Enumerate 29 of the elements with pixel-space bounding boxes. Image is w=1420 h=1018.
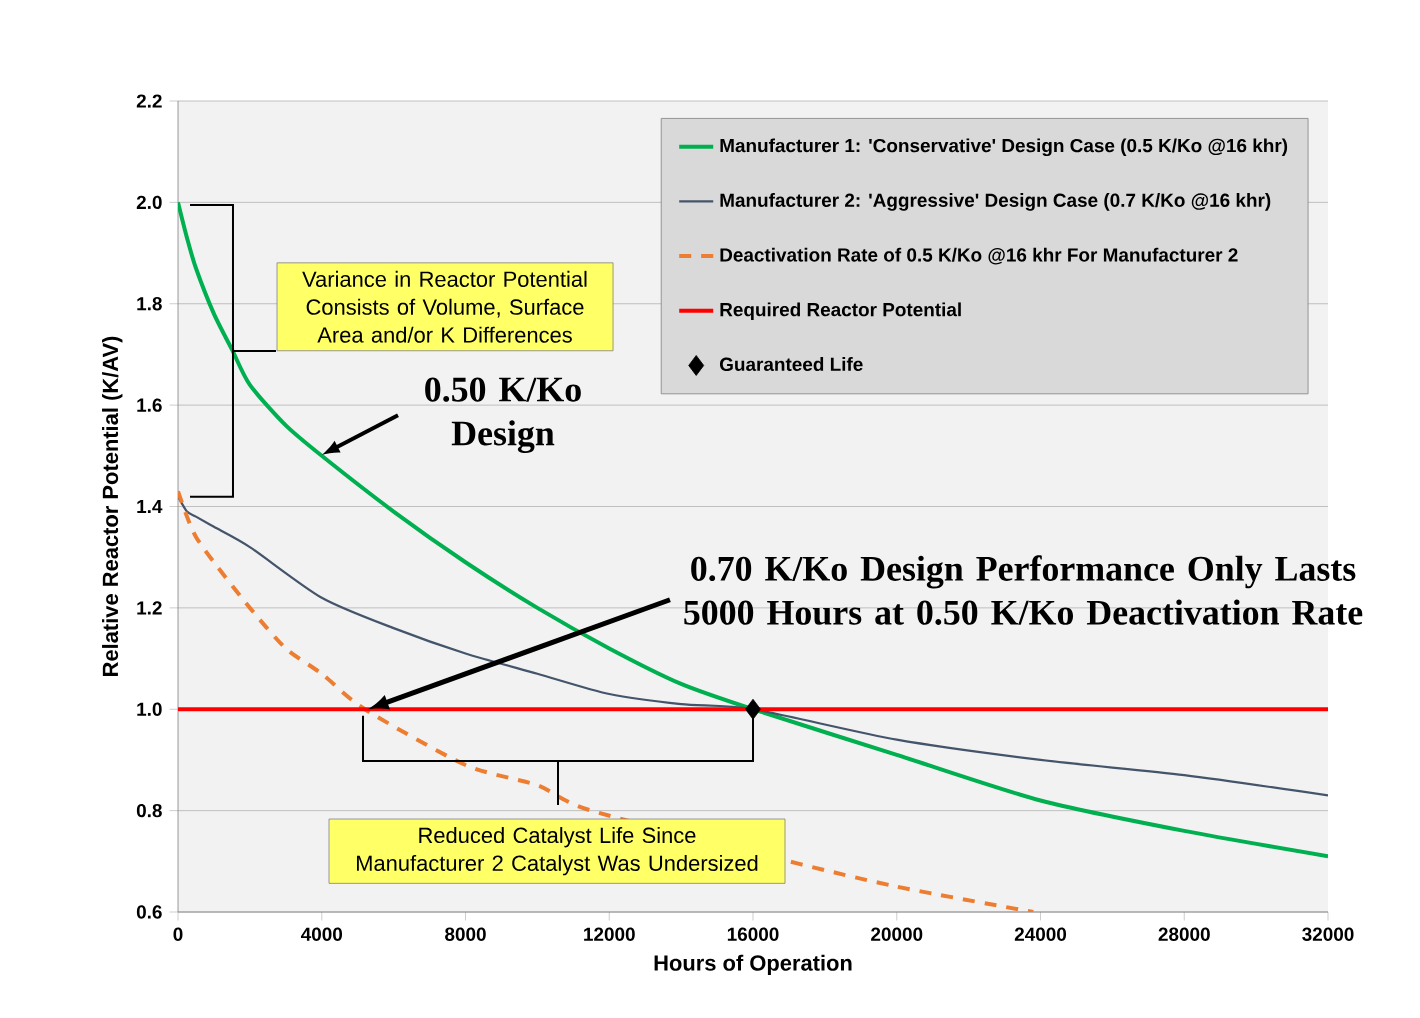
y-tick-label: 1.6 <box>137 398 162 412</box>
x-tick-label: 28000 <box>1158 927 1210 941</box>
x-tick-label: 32000 <box>1302 927 1354 941</box>
x-axis-title: Hours of Operation <box>654 954 852 976</box>
x-tick-label: 16000 <box>727 927 779 941</box>
legend-label: Manufacturer 2: 'Aggressive' Design Case (0.7 K/Ko @16 khr) <box>720 193 1271 211</box>
annotation: Variance in Reactor Potential Consists of Volume, Surface Area and/or K Differences <box>302 270 587 343</box>
legend-label: Guaranteed Life <box>719 357 863 372</box>
legend-label: Manufacturer 1: 'Conservative' Design Case (0.5 K/Ko @16 khr) <box>720 138 1288 157</box>
x-tick-label: 8000 <box>445 927 486 941</box>
y-tick-label: 1.4 <box>137 499 163 514</box>
legend-label: Deactivation Rate of 0.5 K/Ko @16 khr For Manufacturer 2 <box>720 247 1238 265</box>
y-tick-label: 1.8 <box>137 297 162 311</box>
x-tick-label: 12000 <box>584 927 635 941</box>
x-tick-label: 4000 <box>300 927 343 941</box>
x-tick-label: 20000 <box>871 927 923 941</box>
legend-label: Required Reactor Potential <box>720 302 961 321</box>
annotation: 0.70 K/Ko Design Performance Only Lasts 5000 Hours at 0.50 K/Ko Deactivation Rate <box>684 555 1363 625</box>
annotation: Reduced Catalyst Life Since Manufacturer 2 Catalyst Was Undersized <box>357 827 758 876</box>
annotation: 0.50 K/Ko Design <box>425 377 581 454</box>
y-tick-label: 0.8 <box>136 803 162 818</box>
y-tick-label: 1.2 <box>137 601 162 615</box>
y-tick-label: 0.6 <box>136 905 162 919</box>
x-tick-label: 0 <box>173 927 183 941</box>
y-tick-label: 2.2 <box>136 94 162 108</box>
y-tick-label: 2.0 <box>136 195 162 210</box>
x-tick-label: 24000 <box>1014 927 1067 941</box>
y-tick-label: 1.0 <box>137 702 162 716</box>
y-axis-title: Relative Reactor Potential (K/AV) <box>102 336 123 676</box>
